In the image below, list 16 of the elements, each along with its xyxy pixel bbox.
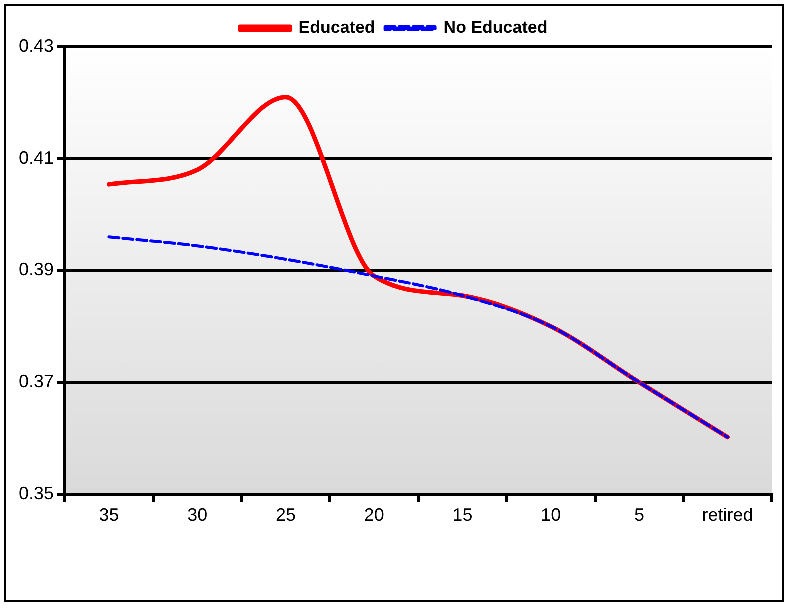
line-series <box>108 236 730 439</box>
y-tick-label: 0.41 <box>18 148 54 168</box>
legend-label: Educated <box>298 18 376 38</box>
x-tick-label: retired <box>702 505 754 526</box>
x-tick-label: 25 <box>276 505 296 526</box>
x-tick-label: 15 <box>452 505 473 526</box>
y-tick-label: 0.37 <box>18 372 54 392</box>
y-tick-label: 0.35 <box>18 483 54 504</box>
x-tick-label: 30 <box>188 505 208 526</box>
x-tick-label: 35 <box>99 505 120 526</box>
x-tick-label: 10 <box>541 505 562 526</box>
x-tick-label: 20 <box>364 505 384 526</box>
legend-label: No Educated <box>444 18 548 38</box>
y-tick-label: 0.43 <box>18 36 54 56</box>
y-tick-label: 0.39 <box>18 260 54 280</box>
x-tick-label: 5 <box>634 505 644 526</box>
